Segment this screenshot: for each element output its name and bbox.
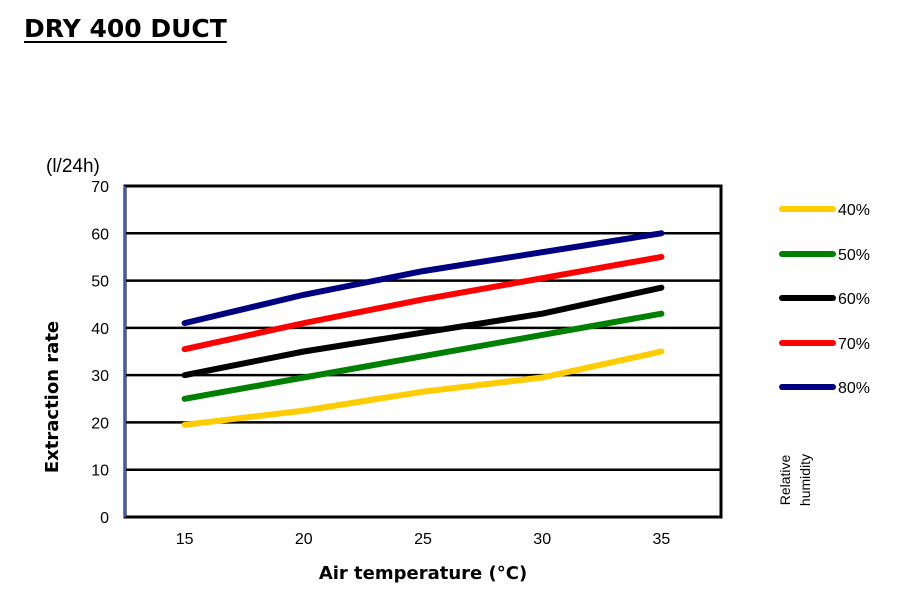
series-line-80pct bbox=[181, 230, 665, 327]
y-tick-label: 60 bbox=[91, 226, 109, 243]
series-line-50pct bbox=[181, 310, 665, 402]
y-tick-label: 70 bbox=[91, 179, 109, 196]
legend-label: 70% bbox=[838, 336, 870, 353]
x-tick-labels: 15 20 25 30 35 bbox=[176, 531, 671, 548]
y-tick-labels: 0 10 20 30 40 50 60 70 bbox=[91, 179, 109, 527]
legend-title: Relative humidity bbox=[777, 454, 813, 506]
legend-label: 60% bbox=[838, 291, 870, 308]
series-lines bbox=[181, 230, 665, 428]
y-tick-label: 10 bbox=[91, 463, 109, 480]
legend-label: 80% bbox=[838, 380, 870, 397]
legend-label: 50% bbox=[838, 247, 870, 264]
legend-label: 40% bbox=[838, 202, 870, 219]
legend: 40% 50% 60% 70% 80% bbox=[779, 202, 870, 397]
series-line-40pct bbox=[181, 348, 665, 428]
x-tick-label: 35 bbox=[653, 531, 671, 548]
x-axis-title: Air temperature (°C) bbox=[319, 563, 527, 584]
y-tick-label: 20 bbox=[91, 415, 109, 432]
x-tick-label: 15 bbox=[176, 531, 194, 548]
page-title: DRY 400 DUCT bbox=[24, 14, 227, 43]
series-line-70pct bbox=[181, 253, 665, 353]
x-tick-label: 25 bbox=[414, 531, 432, 548]
y-tick-label: 50 bbox=[91, 274, 109, 291]
y-tick-label: 30 bbox=[91, 368, 109, 385]
x-tick-label: 20 bbox=[295, 531, 313, 548]
y-axis-title: Extraction rate bbox=[42, 321, 63, 473]
series-line-60pct bbox=[181, 284, 665, 379]
y-tick-label: 0 bbox=[100, 510, 109, 527]
y-unit-label: (l/24h) bbox=[46, 156, 100, 177]
y-tick-label: 40 bbox=[91, 321, 109, 338]
x-tick-label: 30 bbox=[533, 531, 551, 548]
